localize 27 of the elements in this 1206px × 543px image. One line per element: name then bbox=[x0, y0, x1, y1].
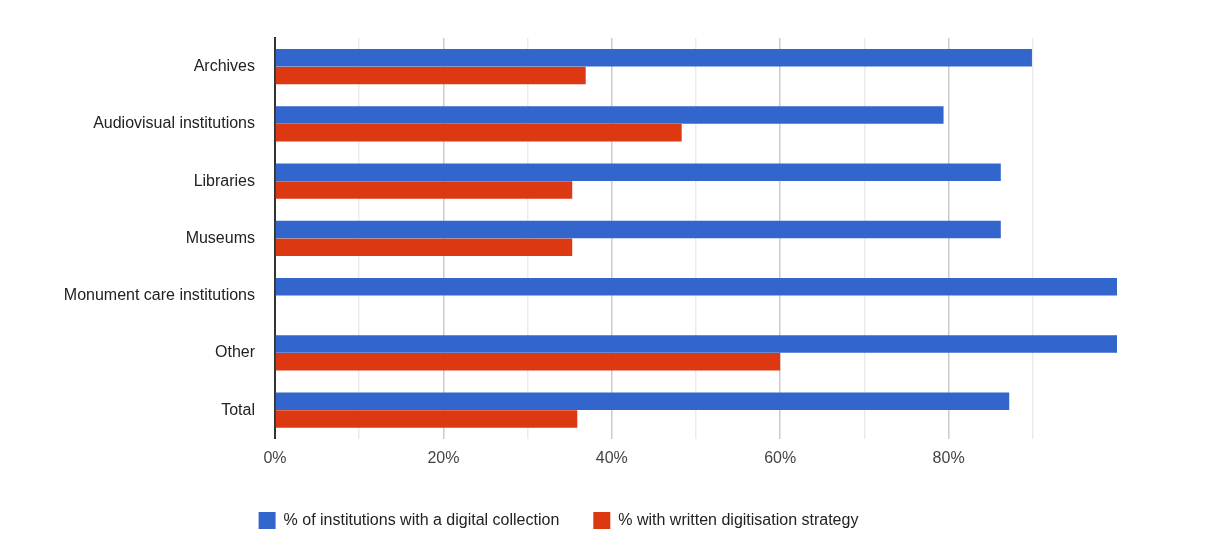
y-tick-label: Libraries bbox=[193, 171, 255, 189]
x-tick-label: 60% bbox=[764, 448, 797, 466]
legend-label: % of institutions with a digital collection bbox=[283, 510, 560, 528]
legend-label: % with written digitisation strategy bbox=[618, 510, 859, 528]
bar bbox=[275, 220, 1001, 239]
y-tick-label: Monument care institutions bbox=[63, 286, 255, 304]
x-tick-label: 20% bbox=[427, 448, 460, 466]
y-tick-label: Audiovisual institutions bbox=[93, 114, 255, 132]
bar bbox=[275, 49, 1032, 67]
bar bbox=[275, 353, 781, 371]
bar bbox=[275, 278, 1117, 296]
bar bbox=[275, 66, 586, 85]
y-tick-label: Museums bbox=[185, 228, 255, 246]
bar bbox=[275, 410, 578, 428]
y-tick-label: Archives bbox=[193, 57, 255, 75]
x-tick-label: 0% bbox=[263, 448, 287, 466]
bar bbox=[275, 181, 573, 199]
x-tick-label: 80% bbox=[932, 448, 965, 466]
bar bbox=[275, 124, 682, 142]
bar bbox=[275, 238, 573, 256]
bar bbox=[275, 106, 944, 124]
y-tick-label: Total bbox=[221, 400, 255, 418]
x-tick-label: 40% bbox=[595, 448, 628, 466]
bar bbox=[275, 163, 1001, 181]
y-tick-label: Other bbox=[214, 343, 256, 361]
bar bbox=[275, 392, 1010, 410]
bar bbox=[275, 335, 1117, 353]
